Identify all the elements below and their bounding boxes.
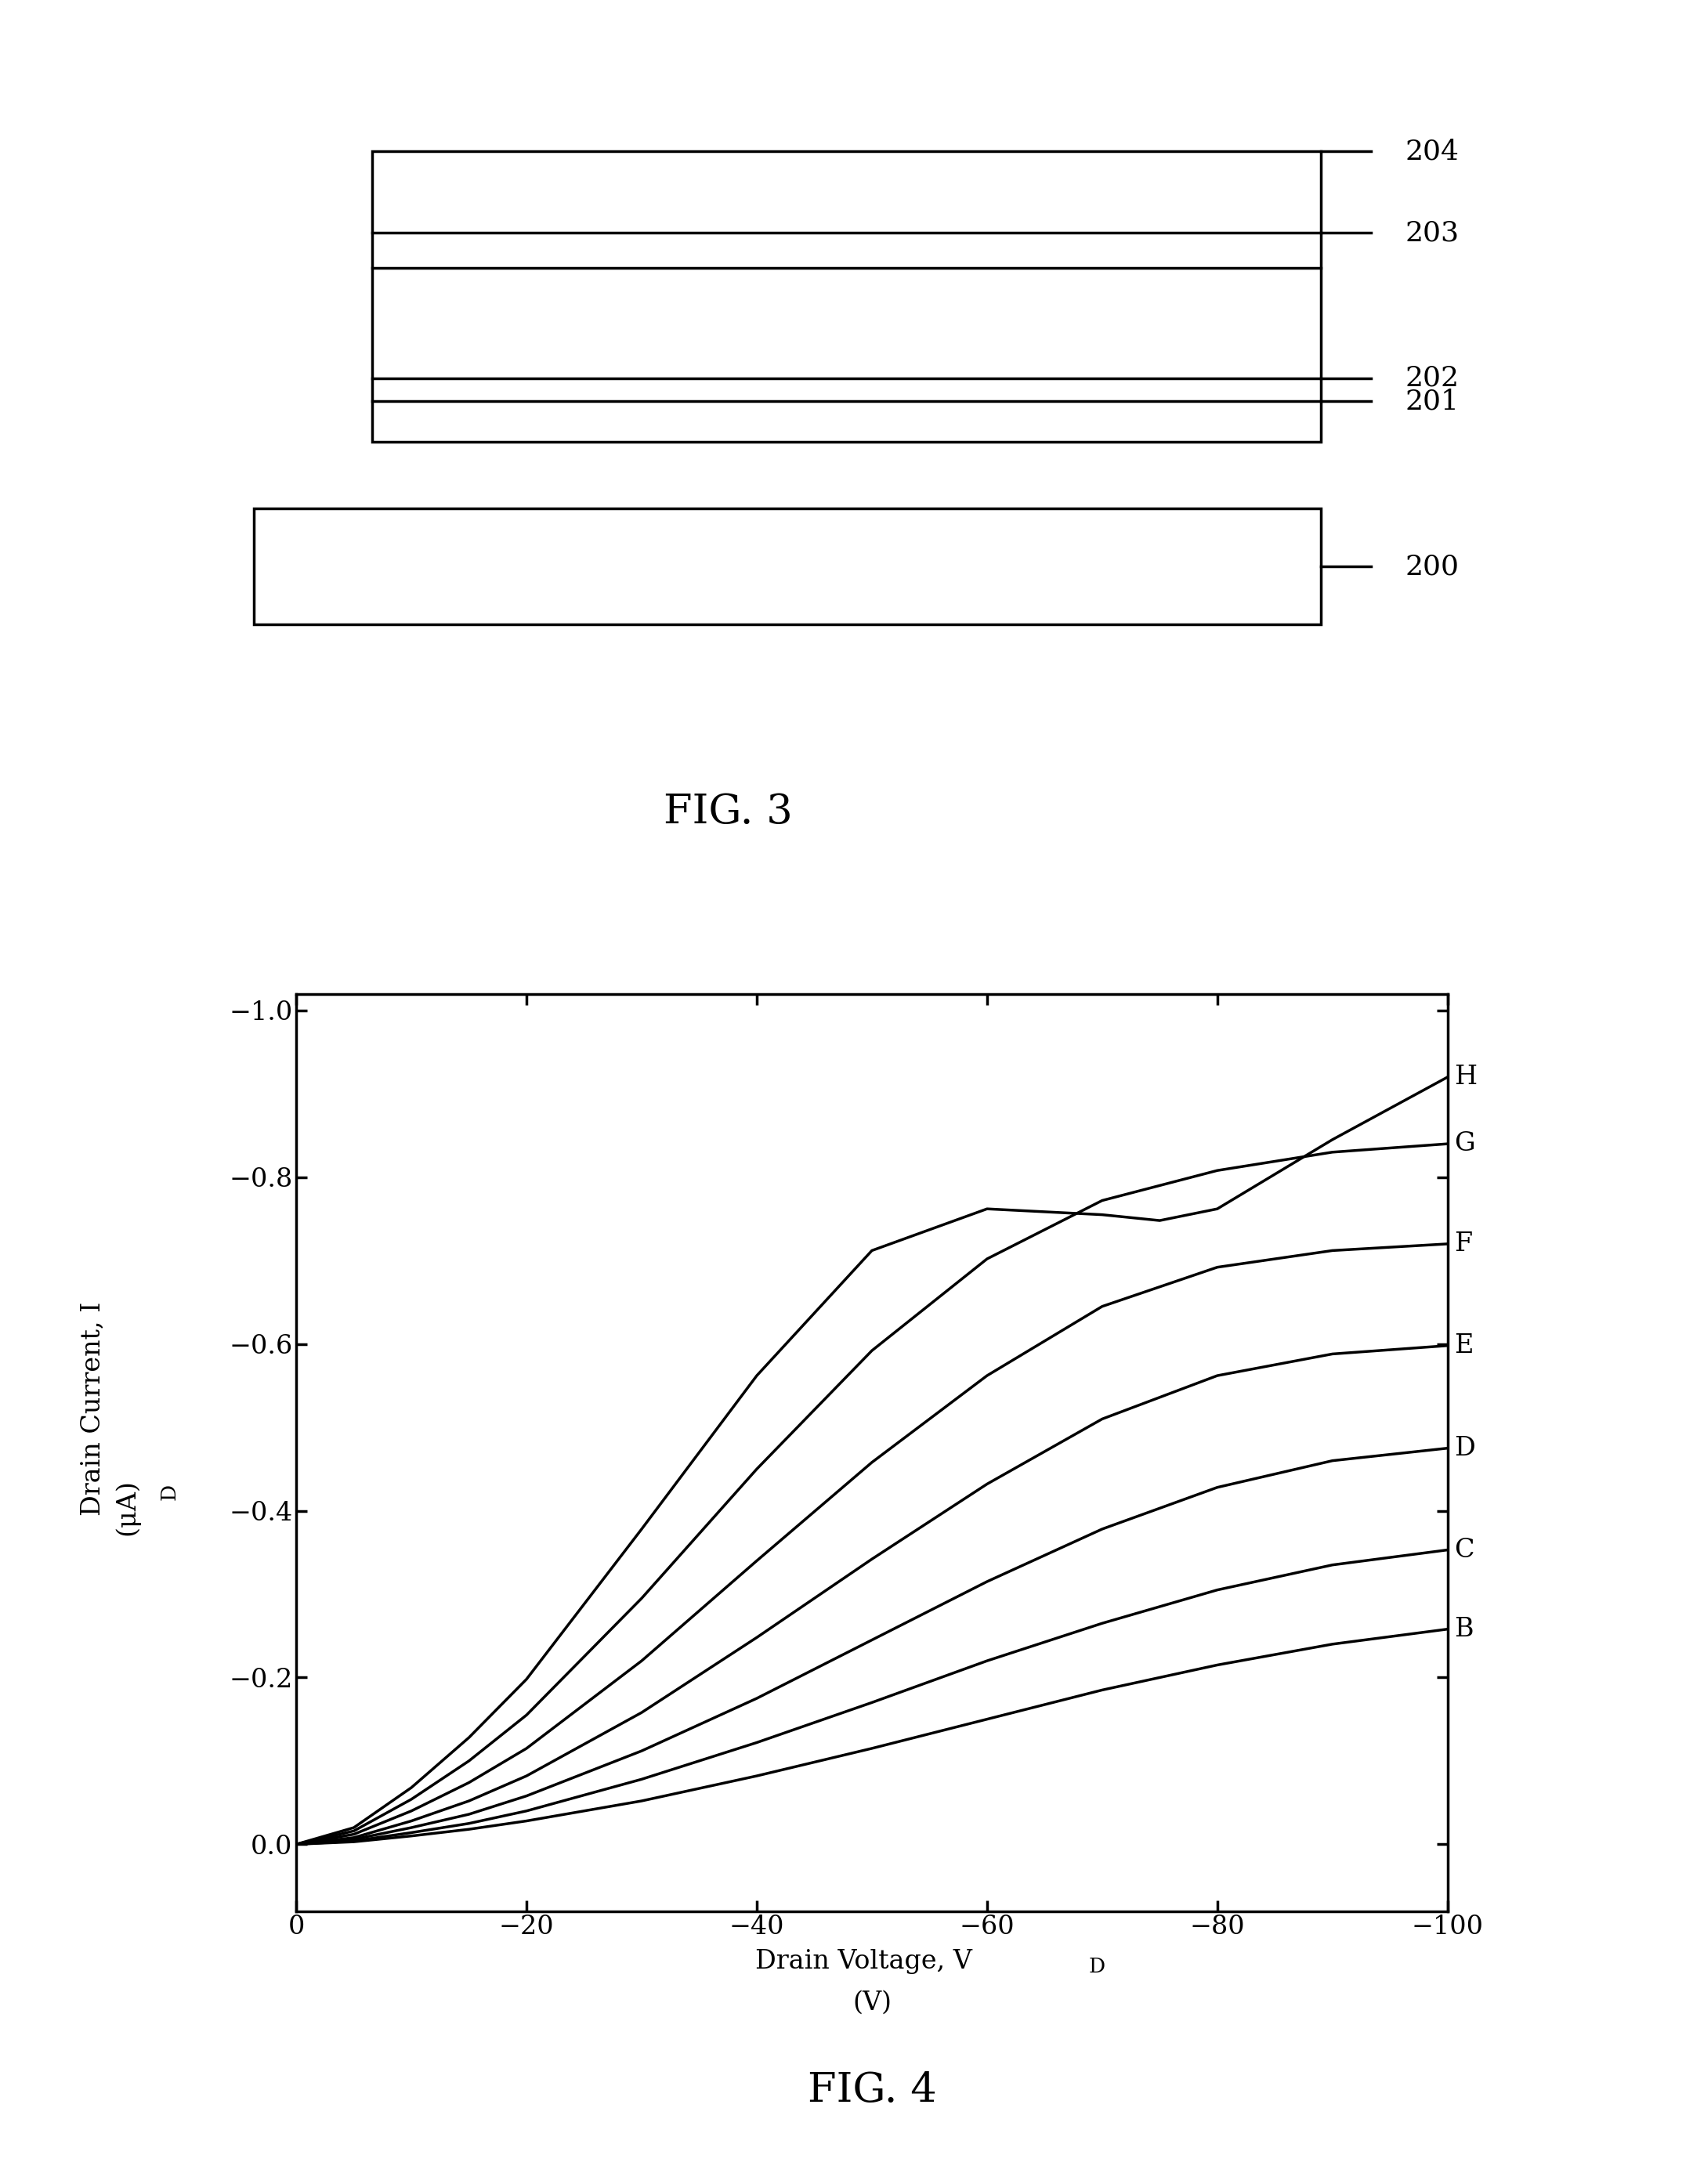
Bar [372, 151, 1321, 441]
Text: D: D [159, 1483, 179, 1500]
Text: D: D [1089, 1957, 1106, 1977]
Text: 203: 203 [1405, 221, 1459, 247]
Text: C: C [1454, 1538, 1475, 1562]
Text: F: F [1454, 1232, 1473, 1256]
Text: H: H [1454, 1064, 1476, 1090]
Text: 200: 200 [1405, 553, 1459, 579]
Text: 204: 204 [1405, 138, 1459, 164]
Text: FIG. 4: FIG. 4 [808, 2070, 936, 2110]
Text: 202: 202 [1405, 365, 1459, 391]
Text: G: G [1454, 1131, 1475, 1155]
Text: (V): (V) [852, 1990, 892, 2016]
Text: (μA): (μA) [113, 1479, 141, 1535]
Text: 201: 201 [1405, 389, 1459, 415]
Text: Drain Current, I: Drain Current, I [81, 1302, 105, 1516]
Text: FIG. 3: FIG. 3 [664, 793, 792, 832]
Bar [254, 509, 1321, 625]
Text: D: D [1454, 1435, 1475, 1461]
Text: Drain Voltage, V: Drain Voltage, V [755, 1948, 972, 1974]
Text: E: E [1454, 1332, 1473, 1358]
Text: B: B [1454, 1616, 1473, 1642]
